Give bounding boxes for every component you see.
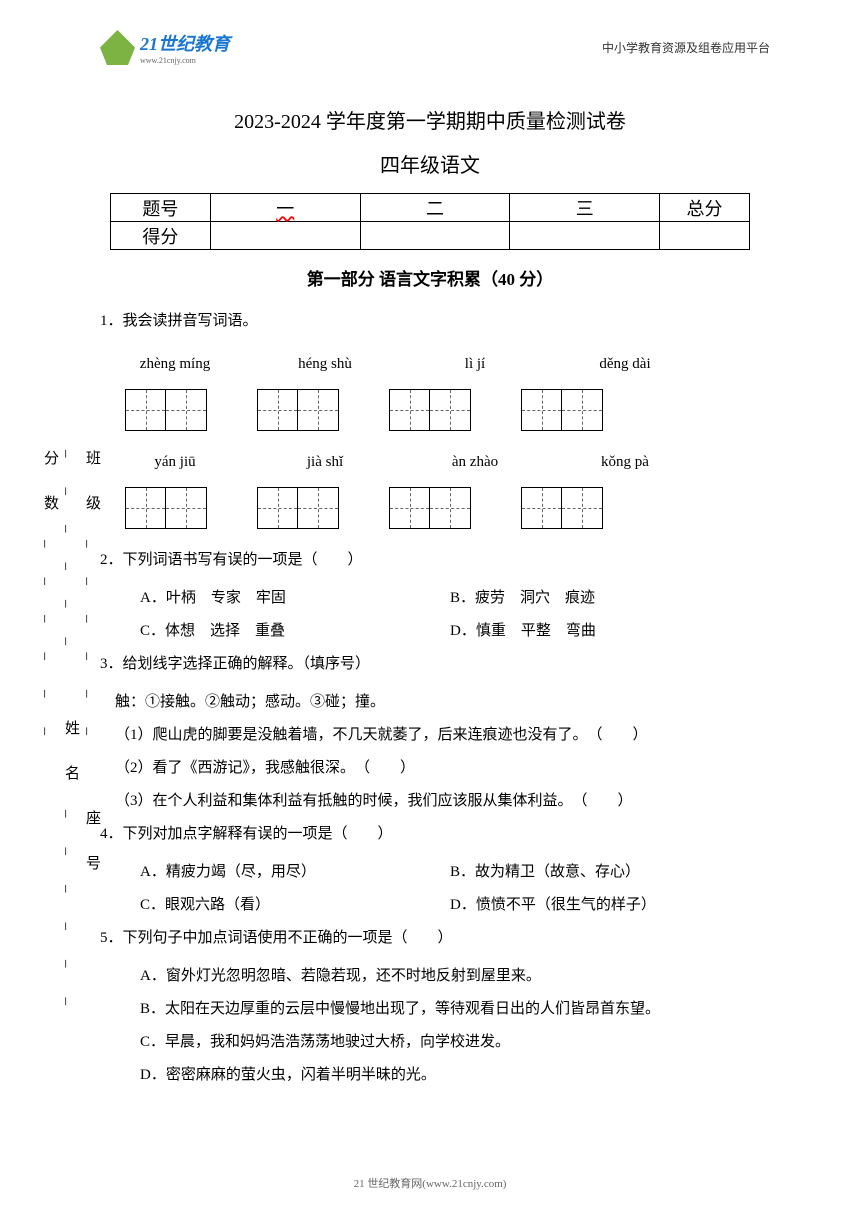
- char-grid: [521, 487, 603, 529]
- th-col: 一: [210, 194, 360, 222]
- char-grid: [125, 487, 207, 529]
- q2-options: A．叶柄 专家 牢固 B．疲劳 洞穴 痕迹 C．体想 选择 重叠 D．慎重 平整…: [140, 582, 760, 648]
- logo-sub-text: www.21cnjy.com: [140, 56, 230, 65]
- th-label: 题号: [111, 194, 211, 222]
- question-2: 2．下列词语书写有误的一项是（ ）: [100, 544, 760, 577]
- table-row: 得分: [111, 222, 750, 250]
- q3-definition: 触：①接触。②触动；感动。③碰；撞。: [115, 686, 760, 719]
- logo-main-text: 21世纪教育: [140, 30, 230, 56]
- page-footer: 21 世纪教育网(www.21cnjy.com): [0, 1175, 860, 1191]
- th-col: 三: [510, 194, 660, 222]
- q3-sub3: （3）在个人利益和集体利益有抵触的时候，我们应该服从集体利益。 （ ）: [115, 785, 760, 818]
- option-b: B．疲劳 洞穴 痕迹: [450, 582, 760, 615]
- char-cell: [430, 390, 470, 430]
- option-c: C．早晨，我和妈妈浩浩荡荡地驶过大桥，向学校进发。: [140, 1026, 800, 1059]
- char-grid: [257, 487, 339, 529]
- option-b: B．太阳在天边厚重的云层中慢慢地出现了，等待观看日出的人们皆昂首东望。: [140, 993, 800, 1026]
- option-d: D．慎重 平整 弯曲: [450, 615, 760, 648]
- char-cell: [562, 390, 602, 430]
- th-col: 二: [360, 194, 510, 222]
- logo-icon: [100, 30, 135, 65]
- section-title: 第一部分 语言文字积累（40 分）: [0, 265, 860, 290]
- header-right-text: 中小学教育资源及组卷应用平台: [602, 39, 770, 56]
- option-c: C．体想 选择 重叠: [140, 615, 450, 648]
- char-cell: [126, 390, 166, 430]
- question-5: 5．下列句子中加点词语使用不正确的一项是（ ）: [100, 922, 760, 955]
- pinyin-label: yán jiū: [130, 446, 220, 479]
- td-label: 得分: [111, 222, 211, 250]
- pinyin-label: jià shǐ: [280, 446, 370, 479]
- page-header: 21世纪教育 www.21cnjy.com 中小学教育资源及组卷应用平台: [0, 0, 860, 75]
- logo: 21世纪教育 www.21cnjy.com: [100, 30, 230, 65]
- grid-row-1: [125, 389, 760, 431]
- char-cell: [166, 488, 206, 528]
- option-b: B．故为精卫（故意、存心）: [450, 856, 760, 889]
- td-cell: [510, 222, 660, 250]
- side-class: 班级______ 座号______ 姓名______ 分数______: [40, 450, 103, 1050]
- char-grid: [389, 487, 471, 529]
- char-cell: [522, 488, 562, 528]
- side-labels: 班级______ 座号______ 姓名______ 分数______: [40, 450, 103, 1050]
- pinyin-row-1: zhèng míng héng shù lì jí děng dài: [130, 348, 760, 381]
- option-a: A．叶柄 专家 牢固: [140, 582, 450, 615]
- char-cell: [126, 488, 166, 528]
- char-grid: [521, 389, 603, 431]
- char-cell: [258, 488, 298, 528]
- q3-sub2: （2）看了《西游记》，我感触很深。 （ ）: [115, 752, 760, 785]
- exam-subtitle: 四年级语文: [0, 149, 860, 178]
- char-grid: [389, 389, 471, 431]
- pinyin-label: zhèng míng: [130, 348, 220, 381]
- table-row: 题号 一 二 三 总分: [111, 194, 750, 222]
- td-cell: [210, 222, 360, 250]
- grid-row-2: [125, 487, 760, 529]
- char-cell: [390, 488, 430, 528]
- pinyin-label: děng dài: [580, 348, 670, 381]
- q4-options: A．精疲力竭（尽，用尽） B．故为精卫（故意、存心） C．眼观六路（看） D．愤…: [140, 856, 760, 922]
- td-cell: [660, 222, 750, 250]
- char-cell: [166, 390, 206, 430]
- th-total: 总分: [660, 194, 750, 222]
- score-table: 题号 一 二 三 总分 得分: [110, 193, 750, 250]
- pinyin-row-2: yán jiū jià shǐ àn zhào kǒng pà: [130, 446, 760, 479]
- pinyin-label: àn zhào: [430, 446, 520, 479]
- option-d: D．密密麻麻的萤火虫，闪着半明半昧的光。: [140, 1059, 800, 1092]
- char-cell: [298, 488, 338, 528]
- char-cell: [562, 488, 602, 528]
- logo-text-wrap: 21世纪教育 www.21cnjy.com: [140, 30, 230, 65]
- char-cell: [522, 390, 562, 430]
- char-cell: [390, 390, 430, 430]
- pinyin-label: lì jí: [430, 348, 520, 381]
- option-a: A．窗外灯光忽明忽暗、若隐若现，还不时地反射到屋里来。: [140, 960, 800, 993]
- char-grid: [257, 389, 339, 431]
- q3-sub1: （1）爬山虎的脚要是没触着墙，不几天就萎了，后来连痕迹也没有了。 （ ）: [115, 719, 760, 752]
- option-c: C．眼观六路（看）: [140, 889, 450, 922]
- char-cell: [430, 488, 470, 528]
- content-area: 1．我会读拼音写词语。 zhèng míng héng shù lì jí dě…: [0, 290, 860, 1092]
- char-cell: [298, 390, 338, 430]
- pinyin-label: kǒng pà: [580, 446, 670, 479]
- char-grid: [125, 389, 207, 431]
- option-d: D．愤愤不平（很生气的样子）: [450, 889, 760, 922]
- td-cell: [360, 222, 510, 250]
- exam-title: 2023-2024 学年度第一学期期中质量检测试卷: [0, 105, 860, 134]
- pinyin-label: héng shù: [280, 348, 370, 381]
- option-a: A．精疲力竭（尽，用尽）: [140, 856, 450, 889]
- question-1: 1．我会读拼音写词语。: [100, 305, 760, 338]
- question-4: 4．下列对加点字解释有误的一项是（ ）: [100, 818, 760, 851]
- char-cell: [258, 390, 298, 430]
- question-3: 3．给划线字选择正确的解释。（填序号）: [100, 648, 760, 681]
